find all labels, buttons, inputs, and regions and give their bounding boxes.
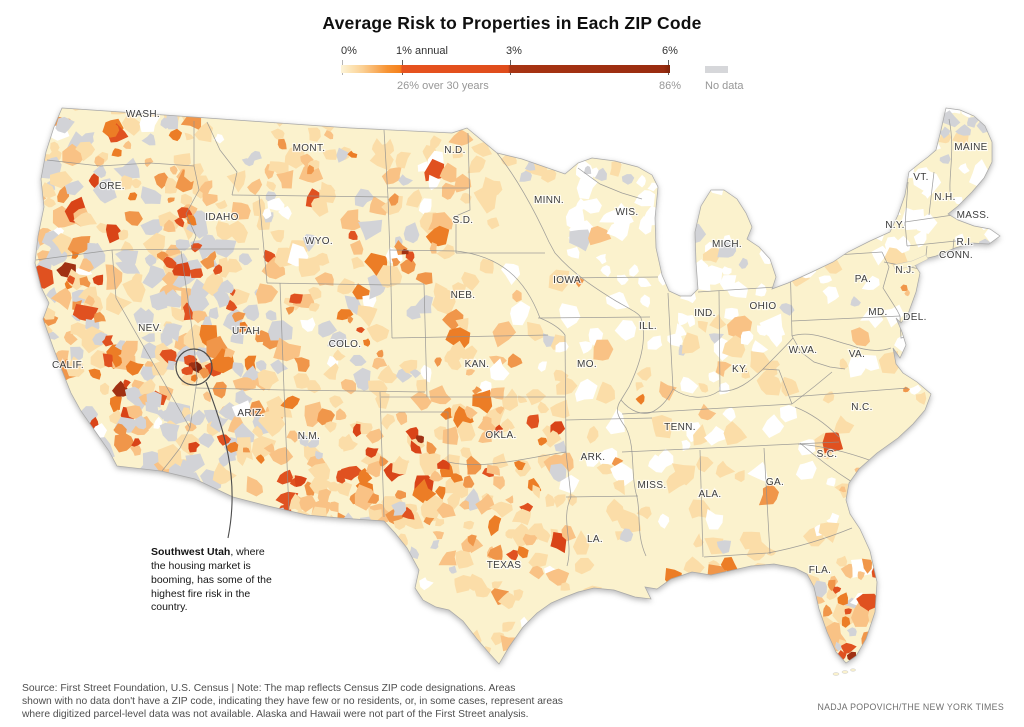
state-label-wyo: WYO. (305, 236, 333, 247)
state-label-nj: N.J. (895, 265, 914, 276)
state-label-minn: MINN. (534, 195, 564, 206)
state-label-va: VA. (849, 349, 865, 360)
legend-no-data-swatch (705, 66, 728, 73)
state-label-maine: MAINE (954, 142, 987, 153)
state-label-utah: UTAH (232, 326, 260, 337)
state-label-vt: VT. (913, 172, 929, 183)
state-label-ohio: OHIO (750, 301, 777, 312)
state-label-md: MD. (868, 307, 887, 318)
state-label-mich: MICH. (712, 239, 742, 250)
legend-color-scale-bar (341, 65, 670, 73)
state-label-ind: IND. (694, 308, 715, 319)
state-label-iowa: IOWA (553, 275, 581, 286)
annotation-bold-lead: Southwest Utah (151, 546, 231, 558)
annotation-southwest-utah: Southwest Utah, where the housing market… (151, 546, 279, 615)
state-label-texas: TEXAS (487, 560, 522, 571)
state-label-nc: N.C. (851, 402, 872, 413)
state-label-nm: N.M. (298, 431, 321, 442)
legend-tick-label-6: 6% (662, 45, 678, 57)
state-label-la: LA. (587, 534, 603, 545)
state-label-nd: N.D. (444, 145, 465, 156)
state-label-sc: S.C. (817, 449, 838, 460)
state-label-ariz: ARIZ. (237, 408, 264, 419)
state-label-mass: MASS. (957, 210, 990, 221)
state-label-tenn: TENN. (664, 422, 696, 433)
state-label-ri: R.I. (957, 237, 974, 248)
state-label-ky: KY. (732, 364, 748, 375)
state-label-okla: OKLA. (485, 430, 516, 441)
state-label-colo: COLO. (329, 339, 362, 350)
source-note-line-2: shown with no data don't have a ZIP code… (22, 695, 563, 707)
state-label-mont: MONT. (293, 143, 326, 154)
state-label-pa: PA. (855, 274, 871, 285)
state-label-wis: WIS. (615, 207, 638, 218)
source-note-line-3: where digitized parcel-level data was no… (22, 708, 529, 720)
state-label-mo: MO. (577, 359, 597, 370)
legend-tick-label-1: 1% annual (396, 45, 448, 57)
state-label-wva: W.VA. (789, 345, 818, 356)
page-title: Average Risk to Properties in Each ZIP C… (322, 13, 702, 33)
long-island (892, 254, 929, 270)
state-label-conn: CONN. (939, 250, 973, 261)
legend-sub-right: 86% (658, 80, 682, 92)
state-label-kan: KAN. (465, 359, 490, 370)
state-label-ark: ARK. (581, 452, 606, 463)
legend-tick-label-3: 3% (506, 45, 522, 57)
annotation-body: , where the housing market is booming, h… (151, 546, 272, 614)
state-label-fla: FLA. (809, 565, 832, 576)
state-label-nh: N.H. (934, 192, 955, 203)
state-labels: WASH. ORE. CALIF. NEV. IDAHO MONT. WYO. UTAH COL… (51, 108, 990, 577)
state-label-ny: N.Y. (885, 220, 905, 231)
state-label-calif: CALIF. (52, 360, 84, 371)
legend-tick-label-0: 0% (341, 45, 357, 57)
legend-sub-left: 26% over 30 years (397, 80, 489, 92)
source-note: Source: First Street Foundation, U.S. Ce… (22, 683, 563, 722)
annotation-leader-line (205, 381, 233, 539)
state-label-ore: ORE. (99, 181, 125, 192)
florida-keys (832, 672, 840, 676)
byline-credit: NADJA POPOVICH/THE NEW YORK TIMES (817, 702, 1004, 712)
state-label-ga: GA. (766, 477, 784, 488)
legend-no-data-label: No data (705, 80, 744, 92)
source-note-line-1: Source: First Street Foundation, U.S. Ce… (22, 683, 516, 694)
state-label-ala: ALA. (698, 489, 721, 500)
us-outline (34, 107, 1001, 665)
state-label-neb: NEB. (451, 290, 476, 301)
florida-keys (850, 668, 856, 672)
state-label-ill: ILL. (639, 321, 657, 332)
state-label-del: DEL. (903, 312, 927, 323)
state-label-nev: NEV. (138, 323, 162, 334)
state-label-wash: WASH. (126, 109, 160, 120)
southwest-utah-highlight-circle (175, 348, 213, 386)
state-borders (35, 118, 957, 567)
state-label-sd: S.D. (453, 215, 474, 226)
state-label-idaho: IDAHO (205, 212, 238, 223)
florida-keys (841, 670, 849, 674)
state-label-miss: MISS. (638, 480, 667, 491)
